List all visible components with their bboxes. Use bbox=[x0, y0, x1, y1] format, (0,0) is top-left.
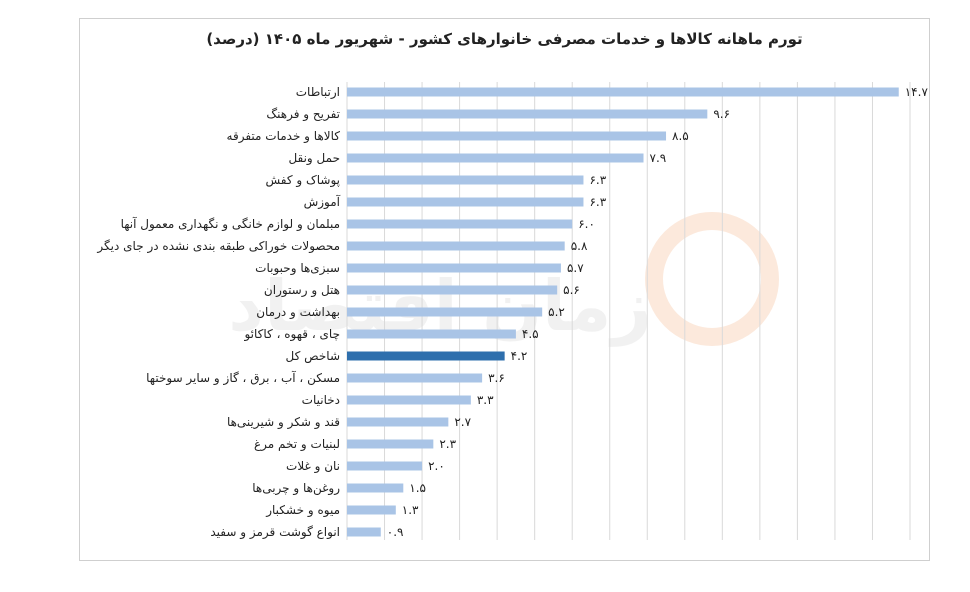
value-label: ۱۴.۷ bbox=[905, 85, 929, 99]
bar-highlight bbox=[347, 351, 505, 361]
value-label: ۱.۵ bbox=[409, 481, 426, 495]
category-label: انواع گوشت قرمز و سفید bbox=[210, 525, 340, 540]
value-label: ۶.۳ bbox=[589, 173, 606, 187]
bar bbox=[347, 395, 471, 405]
value-label: ۶.۳ bbox=[589, 195, 606, 209]
category-label: مبلمان و لوازم خانگی و نگهداری معمول آنه… bbox=[121, 216, 340, 232]
category-label: مسکن ، آب ، برق ، گاز و سایر سوختها bbox=[146, 370, 340, 386]
category-label: شاخص کل bbox=[286, 349, 340, 364]
category-label: پوشاک و کفش bbox=[266, 173, 341, 188]
category-label: حمل ونقل bbox=[288, 151, 340, 166]
category-label: چای ، قهوه ، کاکائو bbox=[243, 327, 340, 342]
bar bbox=[347, 241, 565, 251]
category-labels: ارتباطات تفریح و فرهنگ کالاها و خدمات متفر… bbox=[96, 85, 340, 540]
value-label: ۲.۰ bbox=[428, 459, 445, 473]
bar bbox=[347, 439, 434, 449]
bar bbox=[347, 153, 644, 163]
value-label: ۸.۵ bbox=[672, 129, 689, 143]
bar bbox=[347, 373, 483, 383]
bar bbox=[347, 263, 561, 273]
category-label: نان و غلات bbox=[286, 459, 340, 474]
bar bbox=[347, 109, 708, 119]
category-label: قند و شکر و شیرینی‌ها bbox=[227, 415, 340, 430]
value-label: ۵.۲ bbox=[548, 305, 565, 319]
chart-title: تورم ماهانه کالاها و خدمات مصرفی خانواره… bbox=[206, 30, 803, 48]
category-label: لبنیات و تخم مرغ bbox=[254, 437, 340, 452]
bar bbox=[347, 307, 543, 317]
bar bbox=[347, 417, 449, 427]
bar bbox=[347, 329, 516, 339]
category-label: آموزش bbox=[304, 194, 341, 210]
bar bbox=[347, 219, 573, 229]
watermark-logo-icon bbox=[645, 212, 779, 346]
category-label: ارتباطات bbox=[296, 85, 340, 100]
category-label: بهداشت و درمان bbox=[256, 305, 340, 320]
bar bbox=[347, 461, 423, 471]
category-label: تفریح و فرهنگ bbox=[266, 107, 340, 122]
bar bbox=[347, 87, 899, 97]
value-label: ۴.۵ bbox=[522, 327, 539, 341]
bar bbox=[347, 483, 404, 493]
value-label: ۶.۰ bbox=[578, 217, 595, 231]
value-label: ۳.۶ bbox=[488, 371, 505, 385]
category-label: روغن‌ها و چربی‌ها bbox=[252, 481, 340, 496]
value-label: ۰.۹ bbox=[387, 525, 404, 539]
value-label: ۲.۷ bbox=[454, 415, 471, 429]
category-label: میوه و خشکبار bbox=[265, 503, 340, 518]
bars bbox=[347, 87, 899, 537]
bar bbox=[347, 285, 558, 295]
category-label: کالاها و خدمات متفرقه bbox=[227, 129, 341, 144]
category-label: هتل و رستوران bbox=[264, 283, 340, 298]
value-label: ۷.۹ bbox=[650, 151, 667, 165]
value-label: ۱.۳ bbox=[402, 503, 419, 517]
bar bbox=[347, 197, 584, 207]
category-label: سبزی‌ها وحبوبات bbox=[255, 261, 340, 276]
category-label: محصولات خوراکی طبقه بندی نشده در جای دیگ… bbox=[96, 239, 340, 254]
value-label: ۵.۸ bbox=[571, 239, 588, 253]
value-label: ۵.۷ bbox=[567, 261, 584, 275]
bar bbox=[347, 527, 381, 537]
bar bbox=[347, 131, 667, 141]
value-label: ۹.۶ bbox=[713, 107, 730, 121]
value-labels: ۱۴.۷ ۹.۶ ۸.۵ ۷.۹ ۶.۳ ۶.۳ ۶.۰ ۵.۸ ۵.۷ ۵.۶ ۵.۲ ۴.۵ ۴.۲… bbox=[387, 85, 929, 539]
category-label: دخانیات bbox=[302, 393, 340, 407]
value-label: ۴.۲ bbox=[511, 349, 528, 363]
value-label: ۳.۳ bbox=[477, 393, 494, 407]
value-label: ۵.۶ bbox=[563, 283, 580, 297]
bar bbox=[347, 175, 584, 185]
bar bbox=[347, 505, 396, 515]
value-label: ۲.۳ bbox=[439, 437, 456, 451]
